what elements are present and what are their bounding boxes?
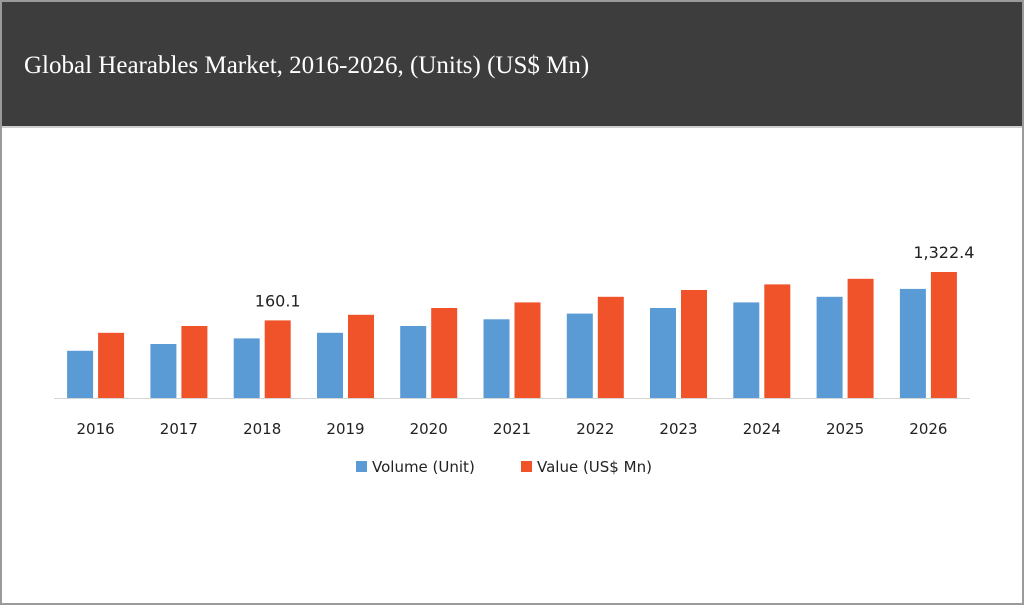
bar-volume-2020 — [400, 326, 427, 398]
x-tick-label-2023: 2023 — [659, 420, 697, 438]
bar-value-2024 — [764, 284, 791, 398]
legend-swatch-volume — [356, 461, 367, 472]
chart-title: Global Hearables Market, 2016-2026, (Uni… — [24, 52, 590, 79]
bar-value-2019 — [348, 314, 374, 399]
bar-value-2021 — [514, 302, 541, 398]
data-labels: 160.1 1,322.4 — [255, 243, 975, 310]
bar-value-2022 — [597, 296, 624, 399]
x-tick-label-2020: 2020 — [410, 420, 448, 438]
x-tick-label-2024: 2024 — [743, 420, 781, 438]
x-tick-labels: 2016 2017 2018 2019 2020 2021 2022 2023 2024 2025… — [77, 420, 948, 438]
bar-volume-2025 — [816, 296, 843, 399]
bar-volume-2023 — [650, 308, 676, 398]
data-label-2018: 160.1 — [255, 291, 301, 310]
bars-group — [67, 272, 957, 399]
bar-value-2018 — [264, 320, 291, 398]
bar-volume-2024 — [733, 302, 760, 398]
x-tick-label-2017: 2017 — [160, 420, 198, 438]
bar-volume-2026 — [899, 288, 926, 398]
bar-volume-2017 — [150, 344, 177, 398]
title-bar: Global Hearables Market, 2016-2026, (Uni… — [2, 2, 1022, 128]
bar-value-2025 — [847, 278, 874, 399]
x-tick-label-2019: 2019 — [326, 420, 364, 438]
bar-value-2023 — [681, 290, 707, 398]
x-tick-label-2025: 2025 — [826, 420, 864, 438]
x-tick-label-2016: 2016 — [77, 420, 115, 438]
bar-volume-2022 — [566, 313, 593, 398]
bar-volume-2018 — [233, 338, 260, 398]
bar-volume-2016 — [67, 350, 94, 399]
bar-value-2017 — [181, 326, 208, 398]
legend: Volume (Unit) Value (US$ Mn) — [356, 458, 652, 476]
x-tick-label-2021: 2021 — [493, 420, 531, 438]
x-tick-label-2022: 2022 — [576, 420, 614, 438]
legend-swatch-value — [521, 461, 532, 472]
legend-label-volume: Volume (Unit) — [372, 458, 475, 476]
x-tick-label-2018: 2018 — [243, 420, 281, 438]
data-label-2026: 1,322.4 — [913, 243, 974, 262]
legend-label-value: Value (US$ Mn) — [537, 458, 652, 476]
bar-value-2026 — [930, 272, 957, 398]
bar-volume-2019 — [317, 332, 343, 399]
bar-value-2016 — [98, 332, 125, 399]
x-tick-label-2026: 2026 — [909, 420, 947, 438]
bar-volume-2021 — [483, 319, 510, 399]
bar-value-2020 — [431, 308, 458, 398]
